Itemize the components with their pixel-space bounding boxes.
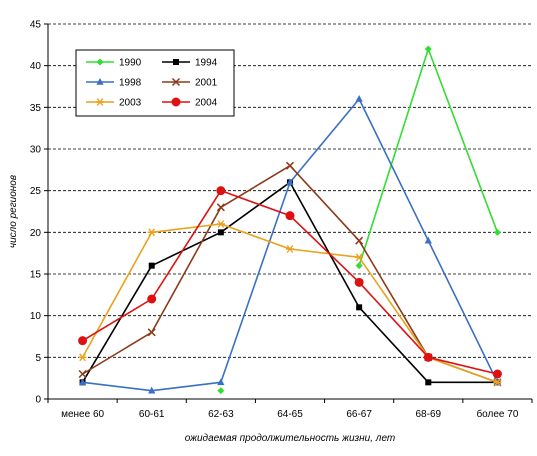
data-point bbox=[286, 178, 294, 186]
series-1990 bbox=[217, 45, 501, 395]
data-point bbox=[424, 236, 432, 244]
legend-swatch-marker bbox=[96, 98, 104, 106]
x-tick-label: 60-61 bbox=[139, 409, 165, 420]
data-point bbox=[355, 95, 363, 102]
x-tick-label: 68-69 bbox=[415, 409, 441, 420]
data-point bbox=[425, 379, 432, 386]
data-point bbox=[424, 45, 432, 53]
series-2003 bbox=[78, 220, 502, 387]
legend-label: 1990 bbox=[119, 58, 142, 69]
axes: 0 5 10 15 20 25 30 35 40 45 менее 60 60-61 62-63 64-6… bbox=[30, 20, 533, 420]
y-tick-label: 45 bbox=[30, 20, 42, 31]
data-point bbox=[148, 262, 155, 269]
legend-item-1994: 1994 bbox=[162, 58, 218, 69]
data-point bbox=[217, 229, 224, 236]
data-point bbox=[493, 378, 502, 387]
legend-label: 2004 bbox=[195, 98, 218, 109]
legend-label: 1998 bbox=[119, 78, 142, 89]
legend-item-1990: 1990 bbox=[86, 58, 142, 69]
data-point bbox=[285, 211, 295, 221]
data-point bbox=[423, 352, 433, 362]
data-point bbox=[285, 161, 295, 170]
legend-label: 2003 bbox=[119, 98, 142, 109]
legend-swatch-marker bbox=[96, 78, 104, 85]
legend-swatch-marker bbox=[171, 97, 181, 107]
x-tick-label: 66-67 bbox=[346, 409, 372, 420]
y-tick-label: 20 bbox=[30, 228, 42, 239]
data-point bbox=[355, 262, 363, 270]
y-axis-title: число регионов bbox=[8, 175, 19, 248]
y-tick-label: 10 bbox=[30, 311, 42, 322]
data-point bbox=[354, 277, 364, 287]
y-tick-label: 40 bbox=[30, 61, 42, 72]
legend-swatch-marker bbox=[96, 58, 104, 66]
series-1994 bbox=[79, 179, 501, 386]
legend-item-1998: 1998 bbox=[86, 78, 142, 89]
legend-item-2004: 2004 bbox=[162, 97, 218, 109]
data-point bbox=[148, 386, 156, 394]
data-point bbox=[286, 245, 294, 253]
data-point bbox=[493, 228, 501, 236]
legend-swatch-marker bbox=[173, 59, 179, 65]
y-tick-label: 0 bbox=[35, 395, 41, 406]
x-tick-label: более 70 bbox=[476, 408, 518, 420]
data-point bbox=[147, 294, 157, 304]
legend-item-2003: 2003 bbox=[86, 98, 142, 109]
y-tick-label: 25 bbox=[30, 186, 42, 197]
data-point bbox=[78, 378, 87, 386]
data-point bbox=[78, 353, 87, 362]
data-point bbox=[78, 336, 88, 346]
data-point bbox=[356, 304, 363, 311]
data-point bbox=[492, 369, 502, 379]
data-point bbox=[78, 369, 87, 379]
y-tick-label: 35 bbox=[30, 103, 42, 114]
data-point bbox=[147, 328, 156, 337]
y-tick-label: 15 bbox=[30, 270, 42, 281]
series-2004 bbox=[78, 186, 502, 379]
data-point bbox=[217, 378, 225, 386]
x-tick-label: менее 60 bbox=[61, 409, 104, 420]
series-line bbox=[358, 48, 499, 266]
data-point bbox=[216, 220, 225, 228]
data-point bbox=[355, 236, 364, 245]
data-point bbox=[355, 253, 364, 262]
series-1998 bbox=[78, 95, 502, 394]
data-point bbox=[217, 387, 225, 395]
legend-label: 2001 bbox=[195, 78, 218, 89]
data-point bbox=[147, 228, 156, 237]
legend-item-2001: 2001 bbox=[162, 78, 218, 89]
data-point bbox=[216, 203, 225, 212]
legend-swatch-marker bbox=[171, 77, 181, 87]
x-tick-label: 64-65 bbox=[277, 409, 303, 420]
y-tick-label: 30 bbox=[30, 145, 42, 156]
legend: 1990 1994 1998 2001 2003 2004 bbox=[75, 49, 235, 117]
x-tick-label: 62-63 bbox=[208, 409, 234, 420]
legend-label: 1994 bbox=[195, 58, 218, 69]
y-tick-label: 5 bbox=[35, 353, 41, 364]
x-axis-title: ожидаемая продолжительность жизни, лет bbox=[185, 433, 395, 444]
series-group bbox=[78, 45, 502, 395]
data-point bbox=[216, 186, 226, 196]
